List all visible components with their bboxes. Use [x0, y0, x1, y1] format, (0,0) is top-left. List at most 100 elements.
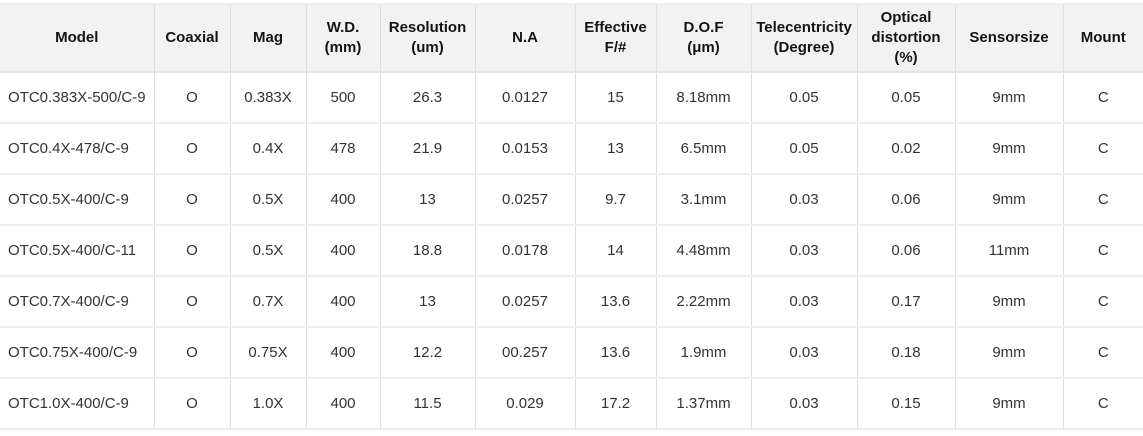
cell-na: 0.0178 [475, 225, 576, 277]
col-header-resolution-line: Resolution [388, 19, 467, 36]
col-header-mount-line: Mount [1080, 29, 1126, 46]
cell-dof: 8.18mm [656, 72, 752, 124]
cell-wd: 400 [306, 225, 381, 277]
cell-resolution: 13 [380, 174, 476, 226]
col-header-model-line: Model [55, 29, 99, 46]
cell-effective-f: 13 [575, 123, 657, 175]
cell-sensorsize: 9mm [955, 174, 1064, 226]
cell-sensorsize: 9mm [955, 123, 1064, 175]
col-header-telecentricity-line: (Degree) [773, 39, 835, 56]
cell-wd: 400 [306, 174, 381, 226]
col-header-telecentricity-line: Telecentricity [756, 19, 852, 36]
cell-model: OTC0.4X-478/C-9 [0, 123, 155, 175]
cell-mag: 0.5X [230, 174, 307, 226]
col-header-telecentricity: Telecentricity (Degree) [751, 3, 858, 73]
cell-mount: C [1063, 378, 1143, 430]
cell-effective-f: 13.6 [575, 327, 657, 379]
cell-mag: 0.7X [230, 276, 307, 328]
cell-optical-distortion: 0.06 [857, 174, 956, 226]
cell-na: 0.0257 [475, 276, 576, 328]
col-header-effective-f: Effective F/# [575, 3, 657, 73]
col-header-optical-distortion-line: distortion [871, 29, 941, 46]
cell-wd: 400 [306, 276, 381, 328]
col-header-wd-line: W.D. [326, 19, 360, 36]
col-header-dof-line: (μm) [687, 39, 720, 56]
cell-dof: 4.48mm [656, 225, 752, 277]
cell-effective-f: 17.2 [575, 378, 657, 430]
header-row: Model Coaxial Mag W.D. (mm) Resolution (um) N.A… [0, 3, 1143, 73]
col-header-mag: Mag [230, 3, 307, 73]
table-body: OTC0.383X-500/C-9 O 0.383X 500 26.3 0.0127 15 8… [0, 72, 1143, 430]
cell-model: OTC0.5X-400/C-9 [0, 174, 155, 226]
cell-telecentricity: 0.03 [751, 225, 858, 277]
cell-model: OTC0.75X-400/C-9 [0, 327, 155, 379]
cell-mag: 0.383X [230, 72, 307, 124]
cell-telecentricity: 0.05 [751, 123, 858, 175]
cell-coaxial: O [154, 378, 231, 430]
cell-telecentricity: 0.03 [751, 276, 858, 328]
col-header-resolution: Resolution (um) [380, 3, 476, 73]
cell-mount: C [1063, 123, 1143, 175]
cell-mount: C [1063, 225, 1143, 277]
cell-resolution: 12.2 [380, 327, 476, 379]
cell-na: 0.0257 [475, 174, 576, 226]
cell-mount: C [1063, 327, 1143, 379]
cell-wd: 500 [306, 72, 381, 124]
cell-model: OTC0.383X-500/C-9 [0, 72, 155, 124]
cell-optical-distortion: 0.15 [857, 378, 956, 430]
cell-na: 0.029 [475, 378, 576, 430]
cell-sensorsize: 11mm [955, 225, 1064, 277]
cell-coaxial: O [154, 174, 231, 226]
cell-coaxial: O [154, 123, 231, 175]
cell-effective-f: 9.7 [575, 174, 657, 226]
cell-effective-f: 14 [575, 225, 657, 277]
cell-mag: 0.75X [230, 327, 307, 379]
col-header-dof-line: D.O.F [683, 19, 724, 36]
col-header-dof: D.O.F (μm) [656, 3, 752, 73]
cell-dof: 1.9mm [656, 327, 752, 379]
cell-wd: 400 [306, 378, 381, 430]
cell-coaxial: O [154, 225, 231, 277]
cell-telecentricity: 0.03 [751, 174, 858, 226]
col-header-sensorsize-line: Sensorsize [969, 29, 1049, 46]
table-row: OTC0.4X-478/C-9 O 0.4X 478 21.9 0.0153 13 6.5mm… [0, 123, 1143, 175]
col-header-na-line: N.A [512, 29, 538, 46]
cell-resolution: 18.8 [380, 225, 476, 277]
cell-na: 00.257 [475, 327, 576, 379]
cell-dof: 3.1mm [656, 174, 752, 226]
cell-resolution: 13 [380, 276, 476, 328]
col-header-coaxial-line: Coaxial [165, 29, 219, 46]
cell-optical-distortion: 0.02 [857, 123, 956, 175]
col-header-mag-line: Mag [253, 29, 283, 46]
cell-telecentricity: 0.03 [751, 327, 858, 379]
cell-sensorsize: 9mm [955, 378, 1064, 430]
cell-na: 0.0127 [475, 72, 576, 124]
cell-resolution: 26.3 [380, 72, 476, 124]
table-row: OTC0.5X-400/C-9 O 0.5X 400 13 0.0257 9.7 3.1mm 0… [0, 174, 1143, 226]
col-header-resolution-line: (um) [411, 39, 444, 56]
col-header-wd-line: (mm) [324, 39, 362, 56]
col-header-optical-distortion-line: (%) [894, 49, 918, 66]
cell-effective-f: 13.6 [575, 276, 657, 328]
cell-sensorsize: 9mm [955, 72, 1064, 124]
col-header-coaxial: Coaxial [154, 3, 231, 73]
cell-model: OTC0.7X-400/C-9 [0, 276, 155, 328]
col-header-effective-f-line: F/# [604, 39, 627, 56]
lens-spec-table: Model Coaxial Mag W.D. (mm) Resolution (um) N.A… [0, 3, 1143, 430]
col-header-optical-distortion-line: Optical [880, 9, 932, 26]
cell-na: 0.0153 [475, 123, 576, 175]
cell-model: OTC0.5X-400/C-11 [0, 225, 155, 277]
cell-model: OTC1.0X-400/C-9 [0, 378, 155, 430]
table-row: OTC0.7X-400/C-9 O 0.7X 400 13 0.0257 13.6 2.22m… [0, 276, 1143, 328]
col-header-na: N.A [475, 3, 576, 73]
cell-optical-distortion: 0.05 [857, 72, 956, 124]
cell-mount: C [1063, 174, 1143, 226]
table-row: OTC1.0X-400/C-9 O 1.0X 400 11.5 0.029 17.2 1.37… [0, 378, 1143, 430]
cell-wd: 400 [306, 327, 381, 379]
col-header-model: Model [0, 3, 155, 73]
table-head: Model Coaxial Mag W.D. (mm) Resolution (um) N.A… [0, 3, 1143, 73]
cell-optical-distortion: 0.17 [857, 276, 956, 328]
cell-dof: 6.5mm [656, 123, 752, 175]
cell-mag: 1.0X [230, 378, 307, 430]
